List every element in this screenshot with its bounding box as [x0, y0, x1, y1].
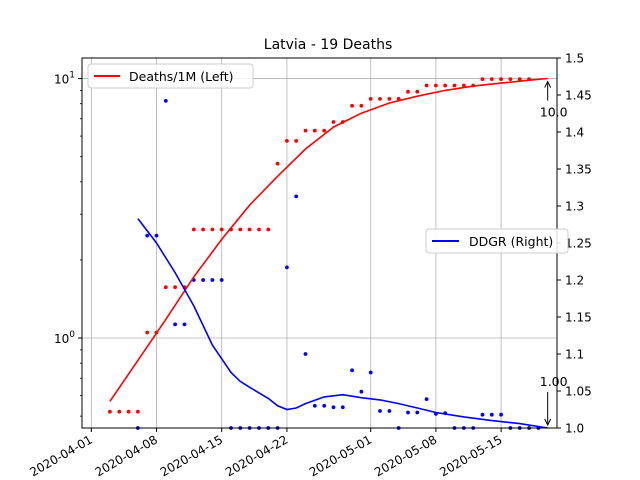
right-tick-label: 1.45 [565, 89, 592, 103]
legend-deaths: Deaths/1M (Left) [87, 63, 254, 89]
right-tick-label: 1.35 [565, 163, 592, 177]
annotation-label: 10.0 [540, 105, 568, 120]
deaths-point [415, 89, 420, 94]
right-tick-label: 1.05 [565, 385, 592, 399]
annotation-arrowhead [544, 80, 552, 88]
ddgr-point [489, 412, 494, 417]
deaths-point [489, 77, 494, 81]
deaths-point [126, 409, 131, 414]
deaths-point [378, 97, 382, 101]
legend-ddgr-box [425, 228, 569, 254]
annotation-label: 1.00 [540, 374, 568, 389]
ddgr-point [424, 397, 429, 401]
annotations: 10.0 1.00 [540, 80, 568, 427]
ddgr-point [145, 233, 150, 238]
ddgr-point [163, 99, 168, 103]
ddgr-point [368, 370, 373, 375]
right-tick-label: 1.3 [565, 200, 584, 214]
deaths-point [303, 128, 308, 133]
ddgr-point [378, 409, 382, 413]
ddgr-point [285, 265, 289, 270]
deaths-point [312, 128, 317, 133]
deaths-point [331, 120, 336, 124]
legend-deaths-label: Deaths/1M (Left) [129, 69, 234, 84]
ddgr-point [182, 322, 187, 327]
deaths-point [201, 227, 206, 232]
ddgr-point [406, 410, 410, 415]
deaths-point [219, 227, 224, 232]
deaths-point [387, 97, 392, 101]
chart-title: Latvia - 19 Deaths [264, 37, 392, 53]
right-tick-label: 1.0 [565, 422, 584, 436]
right-y-axis: 1.0 1.05 1.1 1.15 1.2 1.25 1.3 1.35 1.4 1.45 1.5 [557, 52, 592, 436]
right-tick-label: 1.25 [565, 237, 592, 251]
deaths-point [406, 89, 410, 94]
deaths-point [247, 227, 252, 232]
legend-ddgr-label: DDGR (Right) [469, 234, 553, 249]
right-tick-label: 1.5 [565, 52, 584, 66]
ddgr-point [331, 405, 336, 410]
deaths-point [443, 83, 448, 88]
deaths-point [359, 103, 364, 108]
right-tick-label: 1.4 [565, 126, 584, 140]
deaths-point [210, 227, 215, 232]
deaths-point [145, 330, 150, 335]
deaths-point [462, 83, 466, 88]
ddgr-point [201, 278, 206, 282]
ddgr-point [154, 233, 159, 238]
ddgr-point [312, 403, 317, 408]
ddgr-point [480, 412, 485, 417]
deaths-point [191, 227, 196, 232]
deaths-point [136, 409, 140, 414]
deaths-point [173, 285, 178, 290]
deaths-point [163, 285, 168, 290]
ddgr-point [219, 278, 224, 282]
deaths-line [109, 77, 548, 402]
deaths-point [322, 128, 327, 133]
deaths-point [368, 97, 373, 101]
legend-ddgr: DDGR (Right) [425, 228, 569, 254]
deaths-point [294, 139, 299, 143]
right-tick-label: 1.2 [565, 274, 584, 288]
ddgr-point [499, 412, 503, 417]
ddgr-point [359, 389, 364, 394]
ddgr-point [294, 194, 299, 199]
left-tick-label: 101 [54, 71, 75, 87]
deaths-point [452, 83, 457, 88]
deaths-point [238, 227, 243, 232]
deaths-point [508, 77, 513, 81]
ddgr-point [210, 278, 215, 282]
ddgr-point [173, 322, 178, 327]
ddgr-point [303, 352, 308, 356]
ddgr-line [137, 218, 548, 429]
deaths-point [434, 83, 438, 88]
right-tick-label: 1.15 [565, 311, 592, 325]
ddgr-point [322, 403, 327, 408]
ddgr-points [136, 99, 541, 430]
ddgr-point [350, 368, 354, 373]
right-tick-label: 1.1 [565, 348, 584, 362]
ddgr-point [340, 405, 345, 410]
ddgr-point [387, 409, 392, 413]
deaths-point [424, 83, 429, 88]
left-y-axis: 100 101 [54, 71, 82, 417]
legend-deaths-box [87, 63, 254, 89]
deaths-point [117, 409, 122, 414]
deaths-point [257, 227, 261, 232]
deaths-point [266, 227, 271, 232]
ddgr-point [415, 410, 420, 415]
annotation-arrowhead [544, 418, 552, 427]
deaths-point [480, 77, 485, 81]
deaths-point [517, 77, 522, 81]
deaths-point [108, 409, 112, 414]
left-tick-label: 100 [54, 330, 75, 346]
deaths-point [350, 103, 354, 108]
deaths-point [285, 139, 289, 143]
deaths-point [499, 77, 503, 81]
deaths-point [275, 161, 280, 166]
